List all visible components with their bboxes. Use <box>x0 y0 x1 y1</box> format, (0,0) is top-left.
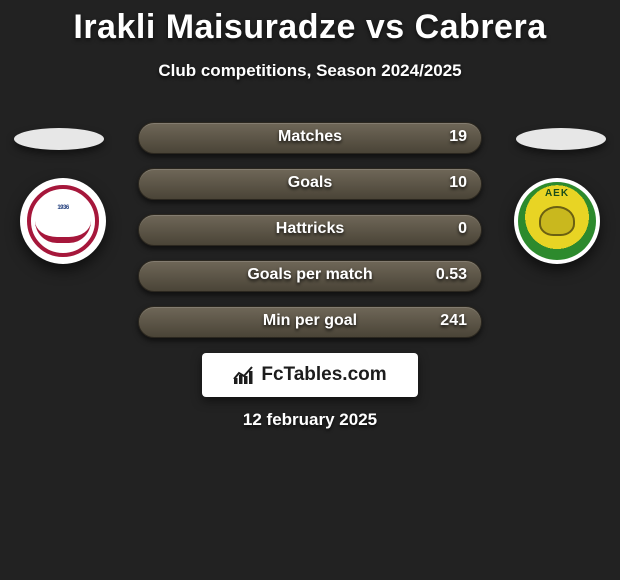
page-subtitle: Club competitions, Season 2024/2025 <box>0 61 620 81</box>
stat-bar: Goals per match 0.53 <box>138 260 482 292</box>
left-club-badge-arc <box>35 221 91 243</box>
watermark[interactable]: FcTables.com <box>202 353 418 397</box>
stat-bar-label: Min per goal <box>263 312 357 330</box>
right-club-badge-helmet-icon <box>539 206 575 236</box>
stat-bars: Matches 19 Goals 10 Hattricks 0 Goals per matc… <box>138 122 482 352</box>
left-club-badge: 1936 <box>20 178 106 264</box>
right-club-badge-text: AEK <box>545 188 569 199</box>
page-title: Irakli Maisuradze vs Cabrera <box>0 0 620 47</box>
stat-bar-right-value: 0 <box>458 220 467 238</box>
stat-bar: Matches 19 <box>138 122 482 154</box>
right-club-badge-disc: AEK <box>518 182 596 260</box>
stat-bar: Hattricks 0 <box>138 214 482 246</box>
watermark-text: FcTables.com <box>261 364 386 386</box>
stat-bar-label: Goals per match <box>247 266 372 284</box>
footer-date: 12 february 2025 <box>243 410 377 430</box>
stat-bar: Min per goal 241 <box>138 306 482 338</box>
right-club-badge: AEK <box>514 178 600 264</box>
stat-bar-right-value: 241 <box>440 312 467 330</box>
stat-bar: Goals 10 <box>138 168 482 200</box>
stat-bar-right-value: 19 <box>449 128 467 146</box>
stat-bar-label: Goals <box>288 174 332 192</box>
stat-bar-label: Matches <box>278 128 342 146</box>
stat-bar-right-value: 0.53 <box>436 266 467 284</box>
left-player-ellipse <box>14 128 104 150</box>
stat-bar-right-value: 10 <box>449 174 467 192</box>
bar-chart-icon <box>233 365 255 385</box>
stat-bar-label: Hattricks <box>276 220 344 238</box>
right-player-ellipse <box>516 128 606 150</box>
left-club-badge-year: 1936 <box>57 205 68 211</box>
left-club-badge-ring: 1936 <box>27 185 99 257</box>
